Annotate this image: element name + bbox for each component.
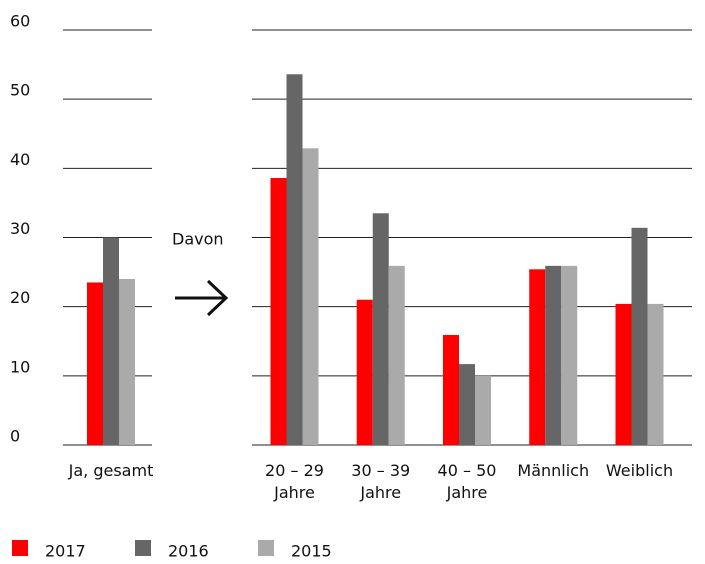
arrow — [175, 279, 229, 317]
bar — [388, 265, 405, 445]
bar — [270, 178, 287, 445]
bar — [459, 364, 475, 445]
legend-label: 2017 — [45, 542, 86, 561]
x-tick-label: 30 – 39 Jahre — [351, 461, 411, 502]
y-tick-label: 60 — [10, 12, 30, 31]
x-tick-label: 20 – 29 Jahre — [265, 461, 324, 502]
x-tick-label: 40 – 50 Jahre — [437, 461, 497, 502]
x-tick-label: Weiblich — [605, 461, 674, 480]
y-tick-label: 20 — [10, 288, 30, 307]
y-tick-label: 0 — [10, 427, 20, 446]
bar — [286, 74, 303, 446]
bar — [475, 375, 491, 445]
legend-swatch — [258, 540, 274, 556]
bar — [302, 148, 319, 445]
bar — [103, 237, 119, 445]
legend-swatch — [135, 540, 151, 556]
bar — [372, 213, 389, 445]
bar — [615, 303, 632, 445]
legend-label: 2015 — [291, 542, 332, 561]
annotation: Davon — [172, 230, 224, 249]
bar — [443, 335, 459, 445]
bar — [356, 299, 373, 445]
bar — [545, 265, 562, 445]
x-tick-label: Männlich — [517, 461, 590, 480]
x-tick-label: Ja, gesamt — [68, 461, 154, 480]
bar — [119, 279, 135, 445]
bar — [647, 303, 664, 445]
bar — [561, 265, 578, 445]
y-tick-label: 30 — [10, 219, 30, 238]
bar — [87, 282, 103, 445]
legend-label: 2016 — [168, 542, 209, 561]
y-tick-label: 40 — [10, 150, 30, 169]
bar — [631, 227, 648, 445]
bar — [529, 269, 546, 445]
y-tick-label: 10 — [10, 357, 30, 376]
legend-swatch — [12, 540, 28, 556]
y-tick-label: 50 — [10, 81, 30, 100]
